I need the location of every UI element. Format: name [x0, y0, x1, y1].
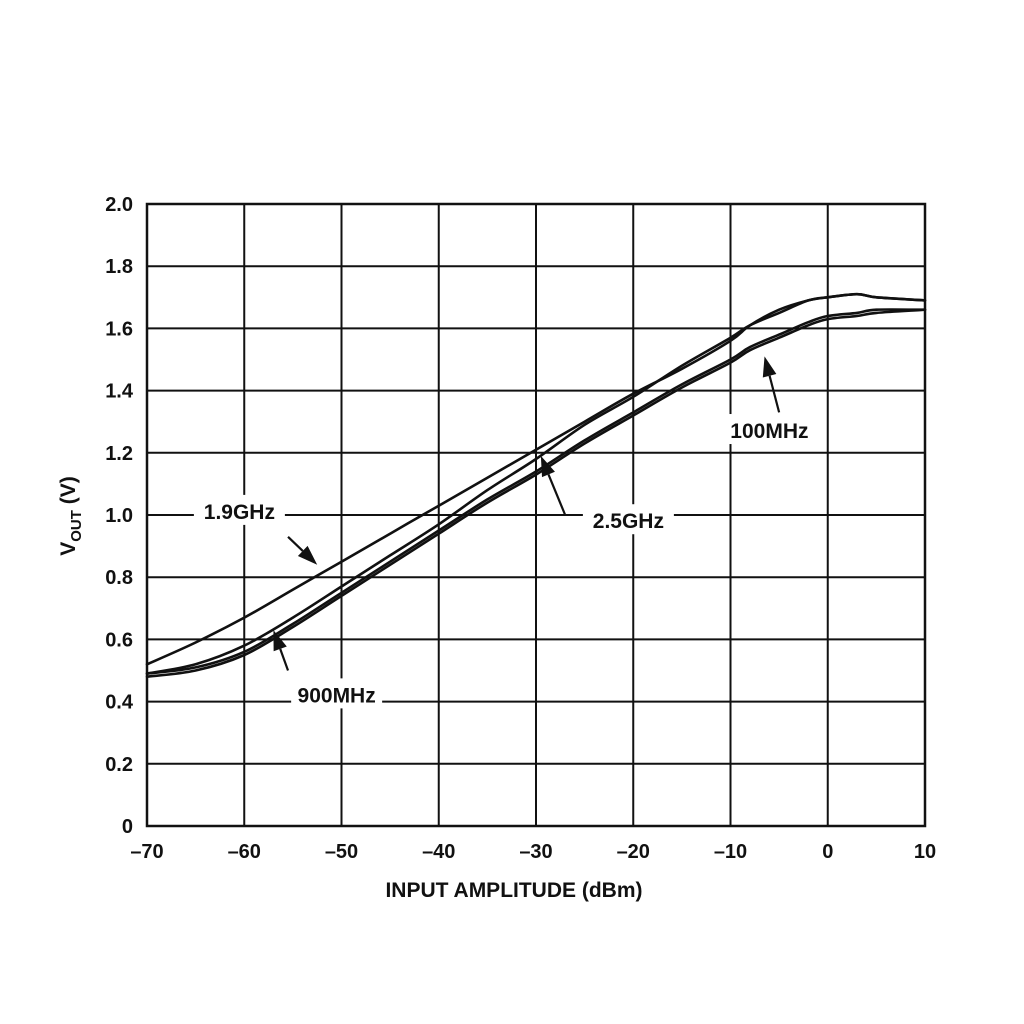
x-tick-label: –70 [130, 841, 163, 863]
x-axis-title: INPUT AMPLITUDE (dBm) [385, 879, 642, 902]
y-tick-label: 1.8 [105, 256, 133, 278]
series-line-900mhz [145, 308, 927, 678]
annotation-label: 1.9GHz [204, 501, 275, 524]
x-tick-label: –60 [228, 841, 261, 863]
annotation-arrow-head [540, 455, 555, 478]
y-tick-label: 0 [122, 816, 133, 838]
y-axis-title-main: V [57, 542, 80, 556]
y-axis-title-suffix: (V) [57, 476, 80, 510]
y-tick-label: 0.8 [105, 567, 133, 589]
x-tick-label: –20 [617, 841, 650, 863]
y-tick-label: 0.4 [105, 692, 134, 714]
y-tick-label: 1.4 [105, 381, 134, 403]
y-axis-title-subscript: OUT [68, 510, 85, 542]
annotation-arrow-shaft [547, 473, 567, 516]
x-tick-label: 0 [822, 841, 833, 863]
annotation-100mhz: 100MHz [723, 356, 815, 445]
y-tick-label: 0.2 [105, 754, 133, 776]
y-tick-labels: 0 0.2 0.4 0.6 0.8 1.0 1.2 1.4 1.6 1.8 2.0 [105, 194, 134, 838]
y-axis-title: VOUT (V) [57, 476, 85, 556]
y-tick-label: 1.0 [105, 505, 133, 527]
annotation-label: 900MHz [298, 684, 376, 707]
x-tick-label: –30 [519, 841, 552, 863]
y-tick-label: 1.6 [105, 318, 133, 340]
y-tick-label: 0.6 [105, 629, 133, 651]
annotation-1-9ghz: 1.9GHz [193, 494, 318, 565]
annotation-group: 1.9GHz 2.5GHz 900MHz 100MHz [193, 356, 815, 709]
series-line-2-5ghz [145, 292, 927, 675]
x-tick-label: –10 [714, 841, 747, 863]
annotation-label: 100MHz [730, 420, 808, 443]
annotation-arrow-shaft [279, 648, 290, 671]
y-tick-label: 1.2 [105, 443, 133, 465]
x-tick-label: –40 [422, 841, 455, 863]
annotation-label-background [582, 504, 674, 535]
x-tick-label: 10 [914, 841, 936, 863]
annotation-900mhz: 900MHz [273, 630, 383, 709]
annotation-label: 2.5GHz [593, 510, 664, 533]
x-tick-labels: –70 –60 –50 –40 –30 –20 –10 0 10 [130, 841, 936, 863]
annotation-arrow-head [297, 545, 318, 565]
annotation-arrow-head [762, 356, 777, 378]
plot-frame [145, 202, 927, 828]
annotation-arrow-shaft [287, 535, 304, 552]
series-line-100mhz [145, 308, 927, 675]
annotation-arrow-head [273, 630, 287, 652]
annotation-label-background [193, 494, 285, 525]
annotation-label-background [723, 414, 815, 445]
annotation-label-background [291, 678, 383, 709]
annotation-arrow-shaft [768, 375, 781, 413]
annotation-2-5ghz: 2.5GHz [540, 455, 674, 535]
x-tick-label: –50 [325, 841, 358, 863]
series-group [145, 292, 927, 678]
grid-lines [146, 203, 926, 827]
y-tick-label: 2.0 [105, 194, 133, 216]
